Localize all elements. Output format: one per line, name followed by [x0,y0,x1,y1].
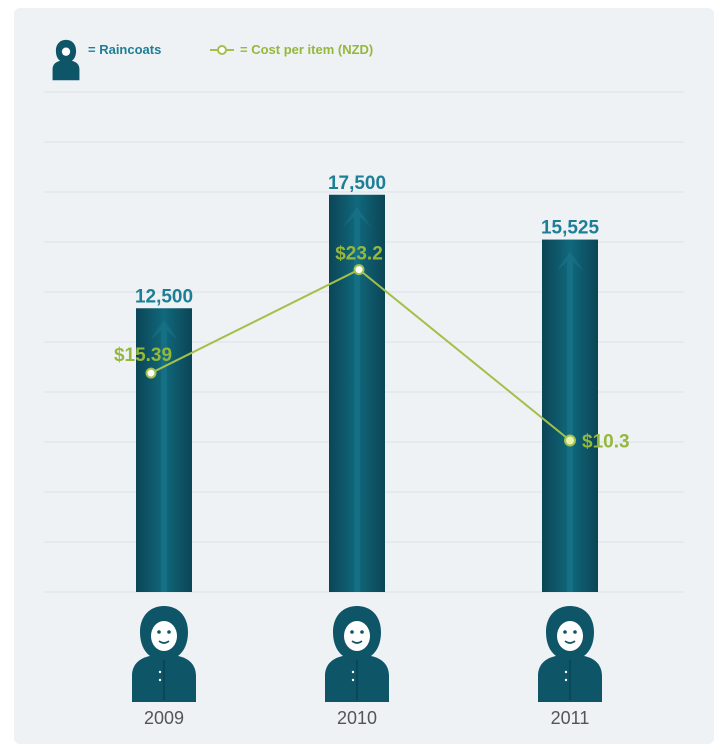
raincoat-legend-icon [52,39,80,81]
cost-value-label: $23.2 [335,244,383,265]
cost-value-label: $10.3 [582,432,630,453]
category-axis: 2009 2010 2011 [132,606,602,728]
chart-card: = Raincoats = Cost per item (NZD) 12,500… [14,8,714,744]
legend-raincoats-label: = Raincoats [88,42,161,57]
cost-line-series: $15.39 $23.2 $10.3 [114,244,630,453]
cost-point [353,264,365,276]
hooded-person-raincoat-icon [538,606,602,702]
cost-point [145,367,157,379]
bar-2009 [136,308,192,592]
year-label: 2010 [337,708,377,728]
chart: = Raincoats = Cost per item (NZD) 12,500… [44,39,684,728]
bar-2010 [329,194,385,592]
bars: 12,500 17,500 15,525 [135,173,600,592]
bar-arrow-decoration [556,251,584,592]
cost-legend-line-marker [210,45,234,55]
legend: = Raincoats = Cost per item (NZD) [52,39,373,81]
bar-value-label: 15,525 [541,218,600,239]
year-label: 2009 [144,708,184,728]
bar-value-label: 17,500 [328,173,386,194]
hooded-person-raincoat-icon [325,606,389,702]
bar-value-label: 12,500 [135,286,193,307]
bar-2011 [542,239,598,592]
bar-arrow-decoration [343,206,371,592]
bar-arrow-decoration [150,320,178,592]
cost-point [564,434,576,447]
cost-value-label: $15.39 [114,345,172,366]
legend-cost-label: = Cost per item (NZD) [240,42,373,57]
hooded-person-raincoat-icon [132,606,196,702]
year-label: 2011 [551,708,590,728]
